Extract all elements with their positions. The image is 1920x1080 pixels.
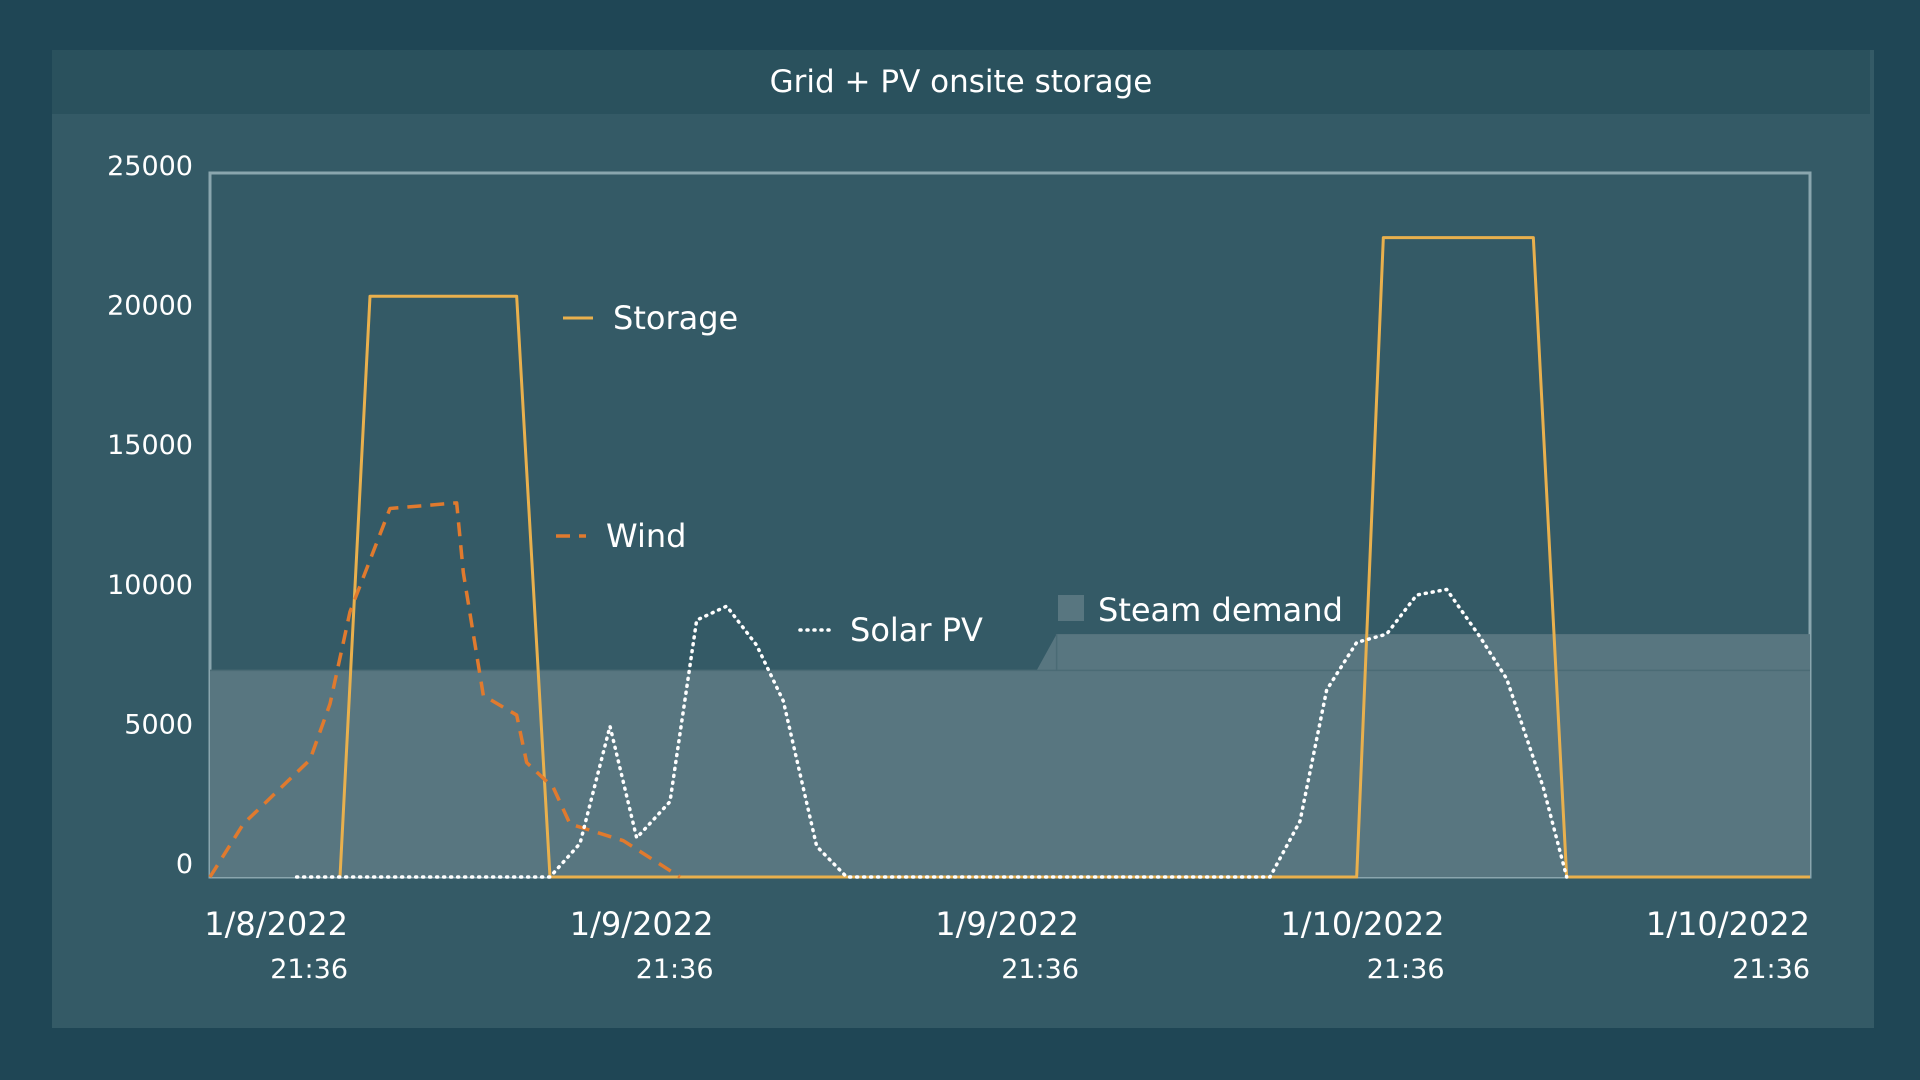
y-tick-label: 15000 xyxy=(107,430,193,461)
tick-layer: 25000 20000 15000 10000 5000 0 1/8/2022 21:36 1/… xyxy=(107,151,1810,985)
chart-title: Grid + PV onsite storage xyxy=(52,50,1870,114)
x-tick-time: 21:36 xyxy=(1367,954,1445,985)
y-tick-label: 5000 xyxy=(124,709,193,740)
x-tick-time: 21:36 xyxy=(270,954,348,985)
legend-label: Solar PV xyxy=(850,611,983,649)
solar-pv-line xyxy=(294,587,1569,879)
legend-wind: Wind xyxy=(556,517,686,555)
y-tick-label: 0 xyxy=(176,849,193,880)
legend-label: Wind xyxy=(606,517,686,555)
legend-layer: Steam demand Storage Wind Solar PV xyxy=(556,299,1343,649)
storage-line xyxy=(338,236,1810,879)
legend-solar-pv: Solar PV xyxy=(798,611,983,649)
y-tick-label: 25000 xyxy=(107,151,193,182)
legend-steam-demand: Steam demand xyxy=(1058,591,1343,629)
wind-line xyxy=(208,501,681,879)
x-tick-time: 21:36 xyxy=(1732,954,1810,985)
y-tick-label: 10000 xyxy=(107,570,193,601)
x-tick-time: 21:36 xyxy=(636,954,714,985)
x-tick-date: 1/8/2022 xyxy=(204,905,348,943)
x-tick-date: 1/9/2022 xyxy=(570,905,714,943)
x-tick-time: 21:36 xyxy=(1001,954,1079,985)
legend-swatch xyxy=(1058,595,1084,621)
x-tick-date: 1/10/2022 xyxy=(1280,905,1444,943)
legend-label: Storage xyxy=(613,299,738,337)
plot-layer xyxy=(208,171,1812,879)
y-tick-label: 20000 xyxy=(107,291,193,322)
legend-storage: Storage xyxy=(563,299,738,337)
legend-label: Steam demand xyxy=(1098,591,1343,629)
x-tick-date: 1/10/2022 xyxy=(1646,905,1810,943)
steam-demand-area xyxy=(210,634,1810,877)
x-tick-date: 1/9/2022 xyxy=(935,905,1079,943)
